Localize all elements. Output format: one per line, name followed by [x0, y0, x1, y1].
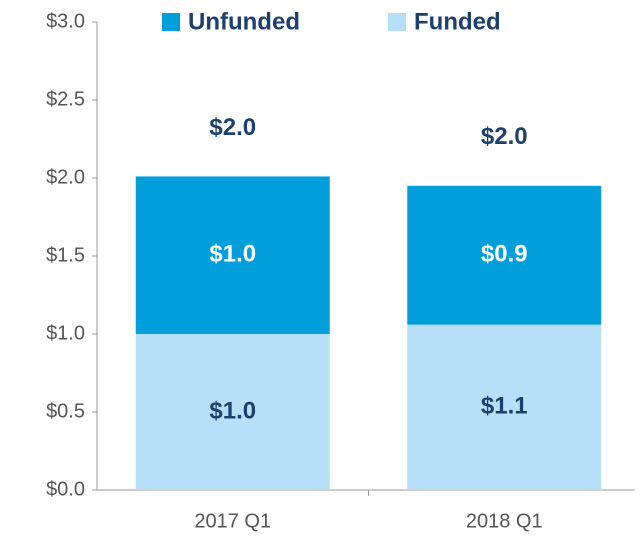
total-label: $2.0 — [209, 114, 256, 141]
bar-segment — [407, 324, 602, 490]
y-tick-label: $2.0 — [46, 166, 85, 188]
legend-label: Unfunded — [188, 8, 300, 35]
y-tick-label: $1.5 — [46, 244, 85, 266]
legend-swatch — [388, 13, 406, 31]
value-label: $1.1 — [481, 393, 528, 420]
legend-label: Funded — [414, 8, 501, 35]
x-tick-label: 2018 Q1 — [466, 510, 543, 532]
bar-segment — [407, 185, 602, 325]
y-tick-label: $0.0 — [46, 478, 85, 500]
total-label: $2.0 — [481, 123, 528, 150]
bar-segment — [135, 176, 330, 334]
value-label: $1.0 — [209, 241, 256, 268]
legend-swatch — [162, 13, 180, 31]
y-tick-label: $3.0 — [46, 10, 85, 32]
x-tick-label: 2017 Q1 — [194, 510, 271, 532]
y-tick-label: $0.5 — [46, 400, 85, 422]
y-tick-label: $2.5 — [46, 88, 85, 110]
bar-segment — [135, 334, 330, 490]
value-label: $1.0 — [209, 397, 256, 424]
value-label: $0.9 — [481, 241, 528, 268]
y-tick-label: $1.0 — [46, 322, 85, 344]
